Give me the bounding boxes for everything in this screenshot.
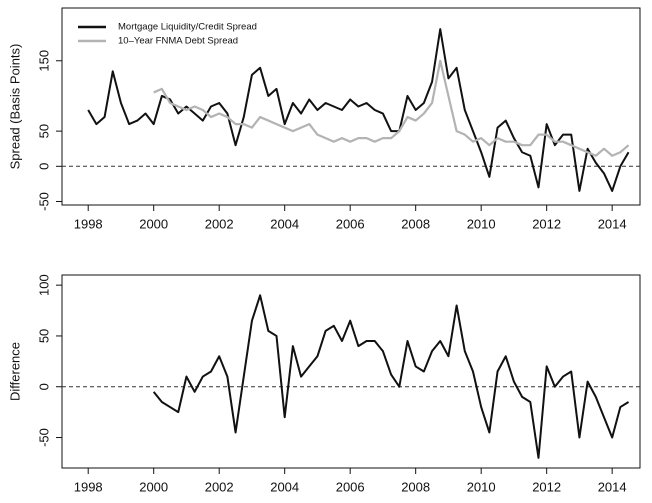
x-tick-label: 2000 [139, 479, 168, 494]
x-tick-label: 2012 [532, 479, 561, 494]
x-tick-label: 2006 [336, 479, 365, 494]
y-tick-label: -50 [36, 192, 51, 211]
plot-frame [61, 7, 641, 206]
x-tick-label: 2002 [205, 216, 234, 231]
x-tick-label: 2010 [467, 216, 496, 231]
y-tick-label: 50 [36, 124, 51, 138]
y-tick-label: 0 [36, 383, 51, 390]
x-tick-label: 2000 [139, 216, 168, 231]
x-tick-label: 2006 [336, 216, 365, 231]
x-tick-label: 1998 [74, 216, 103, 231]
y-tick-label: -50 [36, 428, 51, 447]
y-tick-label: 150 [36, 50, 51, 72]
x-tick-label: 2004 [270, 216, 299, 231]
x-tick-label: 2010 [467, 479, 496, 494]
y-tick-label: 100 [36, 274, 51, 296]
y-tick-label: 50 [36, 329, 51, 343]
plot-frame [61, 274, 641, 469]
legend-label: Mortgage Liquidity/Credit Spread [118, 22, 257, 33]
x-tick-label: 2008 [401, 216, 430, 231]
series-line [87, 28, 630, 192]
legend-label: 10–Year FNMA Debt Spread [118, 36, 238, 47]
x-tick-label: 2012 [532, 216, 561, 231]
y-axis-label: Difference [7, 342, 22, 401]
y-axis-label: Spread (Basis Points) [7, 44, 22, 170]
y-tick-label: 0 [36, 163, 51, 170]
x-tick-label: 2014 [598, 479, 627, 494]
x-tick-label: 2002 [205, 479, 234, 494]
series-line [152, 294, 630, 459]
x-tick-label: 2014 [598, 216, 627, 231]
x-tick-label: 1998 [74, 479, 103, 494]
x-tick-label: 2004 [270, 479, 299, 494]
x-tick-label: 2008 [401, 479, 430, 494]
series-line [153, 59, 630, 157]
